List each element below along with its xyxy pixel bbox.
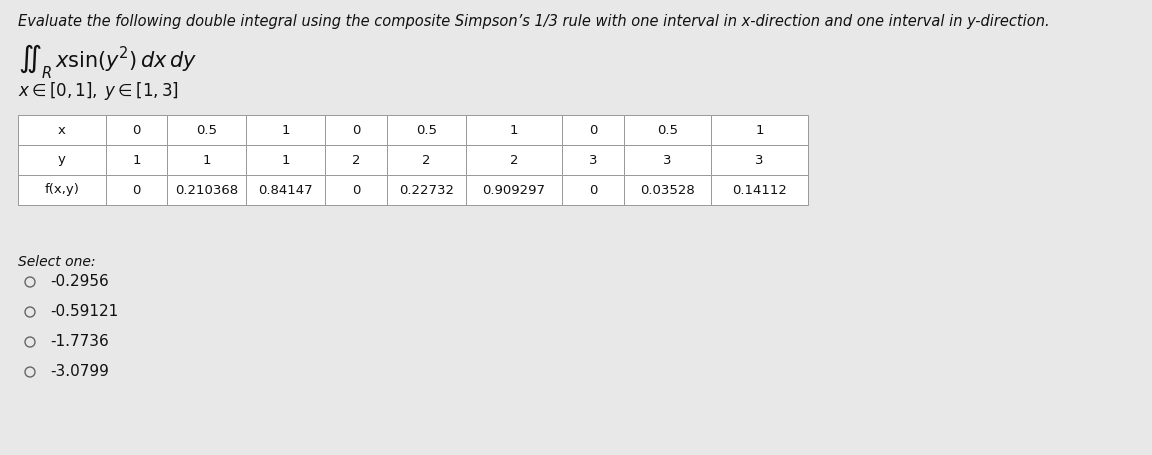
Text: -0.2956: -0.2956 (50, 274, 108, 289)
Text: 0.5: 0.5 (196, 123, 218, 136)
Bar (562, 175, 623, 205)
Bar (387, 145, 465, 175)
Bar (325, 175, 387, 205)
Bar (465, 175, 562, 205)
Bar (325, 115, 387, 145)
Text: 0: 0 (351, 123, 361, 136)
Text: x: x (58, 123, 66, 136)
Text: 0.22732: 0.22732 (399, 183, 454, 197)
Bar (167, 175, 247, 205)
Text: 1: 1 (756, 123, 764, 136)
Bar (562, 145, 623, 175)
Bar (623, 145, 712, 175)
Bar (562, 115, 623, 145)
Bar (247, 145, 325, 175)
Text: 3: 3 (756, 153, 764, 167)
Text: 0.14112: 0.14112 (733, 183, 787, 197)
Text: 0.909297: 0.909297 (483, 183, 545, 197)
Bar (247, 115, 325, 145)
Text: 0.84147: 0.84147 (258, 183, 313, 197)
Text: y: y (58, 153, 66, 167)
Bar (712, 145, 808, 175)
Bar (167, 115, 247, 145)
Text: 0: 0 (132, 183, 141, 197)
Text: 0: 0 (589, 183, 597, 197)
Bar (623, 115, 712, 145)
Text: 2: 2 (422, 153, 431, 167)
Text: 3: 3 (589, 153, 597, 167)
Text: 2: 2 (351, 153, 361, 167)
Text: Evaluate the following double integral using the composite Simpson’s 1/3 rule wi: Evaluate the following double integral u… (18, 14, 1049, 29)
Bar (18, 115, 106, 145)
Text: $\iint_R\, x\sin(y^2)\,dx\,dy$: $\iint_R\, x\sin(y^2)\,dx\,dy$ (18, 42, 197, 81)
Bar (465, 115, 562, 145)
Text: 1: 1 (203, 153, 211, 167)
Text: 0.210368: 0.210368 (175, 183, 238, 197)
Text: 3: 3 (664, 153, 672, 167)
Bar (325, 145, 387, 175)
Text: -3.0799: -3.0799 (50, 364, 109, 379)
Text: 0.5: 0.5 (657, 123, 679, 136)
Text: $x \in [0,1],\; y \in [1,3]$: $x \in [0,1],\; y \in [1,3]$ (18, 80, 179, 102)
Text: 1: 1 (132, 153, 141, 167)
Bar (106, 115, 167, 145)
Bar (167, 145, 247, 175)
Text: f(x,y): f(x,y) (45, 183, 79, 197)
Text: -1.7736: -1.7736 (50, 334, 108, 349)
Text: 1: 1 (281, 153, 290, 167)
Bar (387, 115, 465, 145)
Bar (387, 175, 465, 205)
Bar (712, 175, 808, 205)
Bar (623, 175, 712, 205)
Bar (465, 145, 562, 175)
Bar (18, 145, 106, 175)
Text: 1: 1 (509, 123, 518, 136)
Text: 0.03528: 0.03528 (641, 183, 695, 197)
Text: 0: 0 (351, 183, 361, 197)
Text: 0: 0 (589, 123, 597, 136)
Text: -0.59121: -0.59121 (50, 304, 119, 319)
Text: 0.5: 0.5 (416, 123, 437, 136)
Text: Select one:: Select one: (18, 255, 96, 269)
Bar (106, 175, 167, 205)
Text: 1: 1 (281, 123, 290, 136)
Text: 0: 0 (132, 123, 141, 136)
Bar (712, 115, 808, 145)
Bar (247, 175, 325, 205)
Text: 2: 2 (509, 153, 518, 167)
Bar (18, 175, 106, 205)
Bar (106, 145, 167, 175)
